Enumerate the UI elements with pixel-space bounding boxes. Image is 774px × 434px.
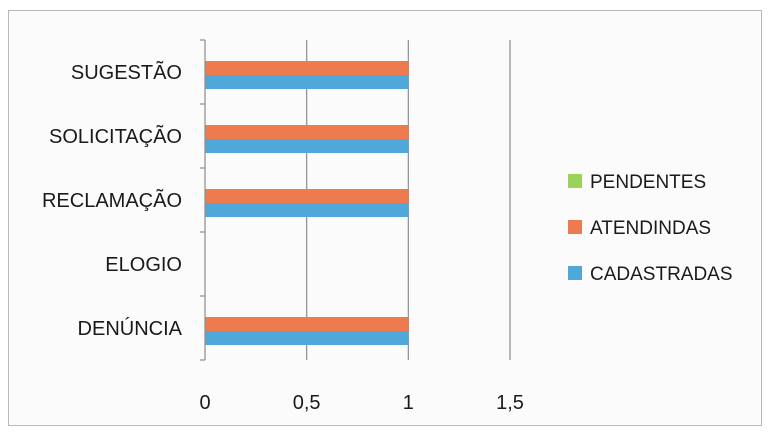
legend-label: ATENDINDAS: [590, 218, 711, 239]
category-label: SUGESTÃO: [71, 60, 182, 84]
legend-swatch: [568, 220, 582, 234]
category-label: SOLICITAÇÃO: [49, 124, 182, 148]
x-tick-label: 0: [199, 392, 210, 414]
bar-atendindas: [205, 61, 409, 75]
bar-atendindas: [205, 317, 409, 331]
bar-cadastradas: [205, 139, 409, 153]
bar-cadastradas: [205, 203, 409, 217]
category-labels: SUGESTÃO SOLICITAÇÃO RECLAMAÇÃO ELOGIO DENÚN…: [42, 60, 183, 340]
x-tick-label: 0,5: [293, 392, 321, 414]
bar-atendindas: [205, 125, 409, 139]
category-label: ELOGIO: [105, 254, 182, 276]
category-label: RECLAMAÇÃO: [42, 188, 182, 212]
x-tick-label: 1: [403, 392, 414, 414]
bar-atendindas: [205, 189, 409, 203]
bars: [205, 61, 409, 345]
legend-label: PENDENTES: [590, 172, 706, 193]
category-axis: [200, 39, 206, 361]
legend-swatch: [568, 174, 582, 188]
bar-cadastradas: [205, 331, 409, 345]
legend: PENDENTES ATENDINDAS CADASTRADAS: [568, 172, 733, 285]
legend-label: CADASTRADAS: [590, 264, 733, 285]
legend-swatch: [568, 266, 582, 280]
x-tick-labels: 0 0,5 1 1,5: [199, 392, 523, 414]
bar-cadastradas: [205, 75, 409, 89]
x-tick-label: 1,5: [496, 392, 524, 414]
category-label: DENÚNCIA: [78, 317, 183, 340]
